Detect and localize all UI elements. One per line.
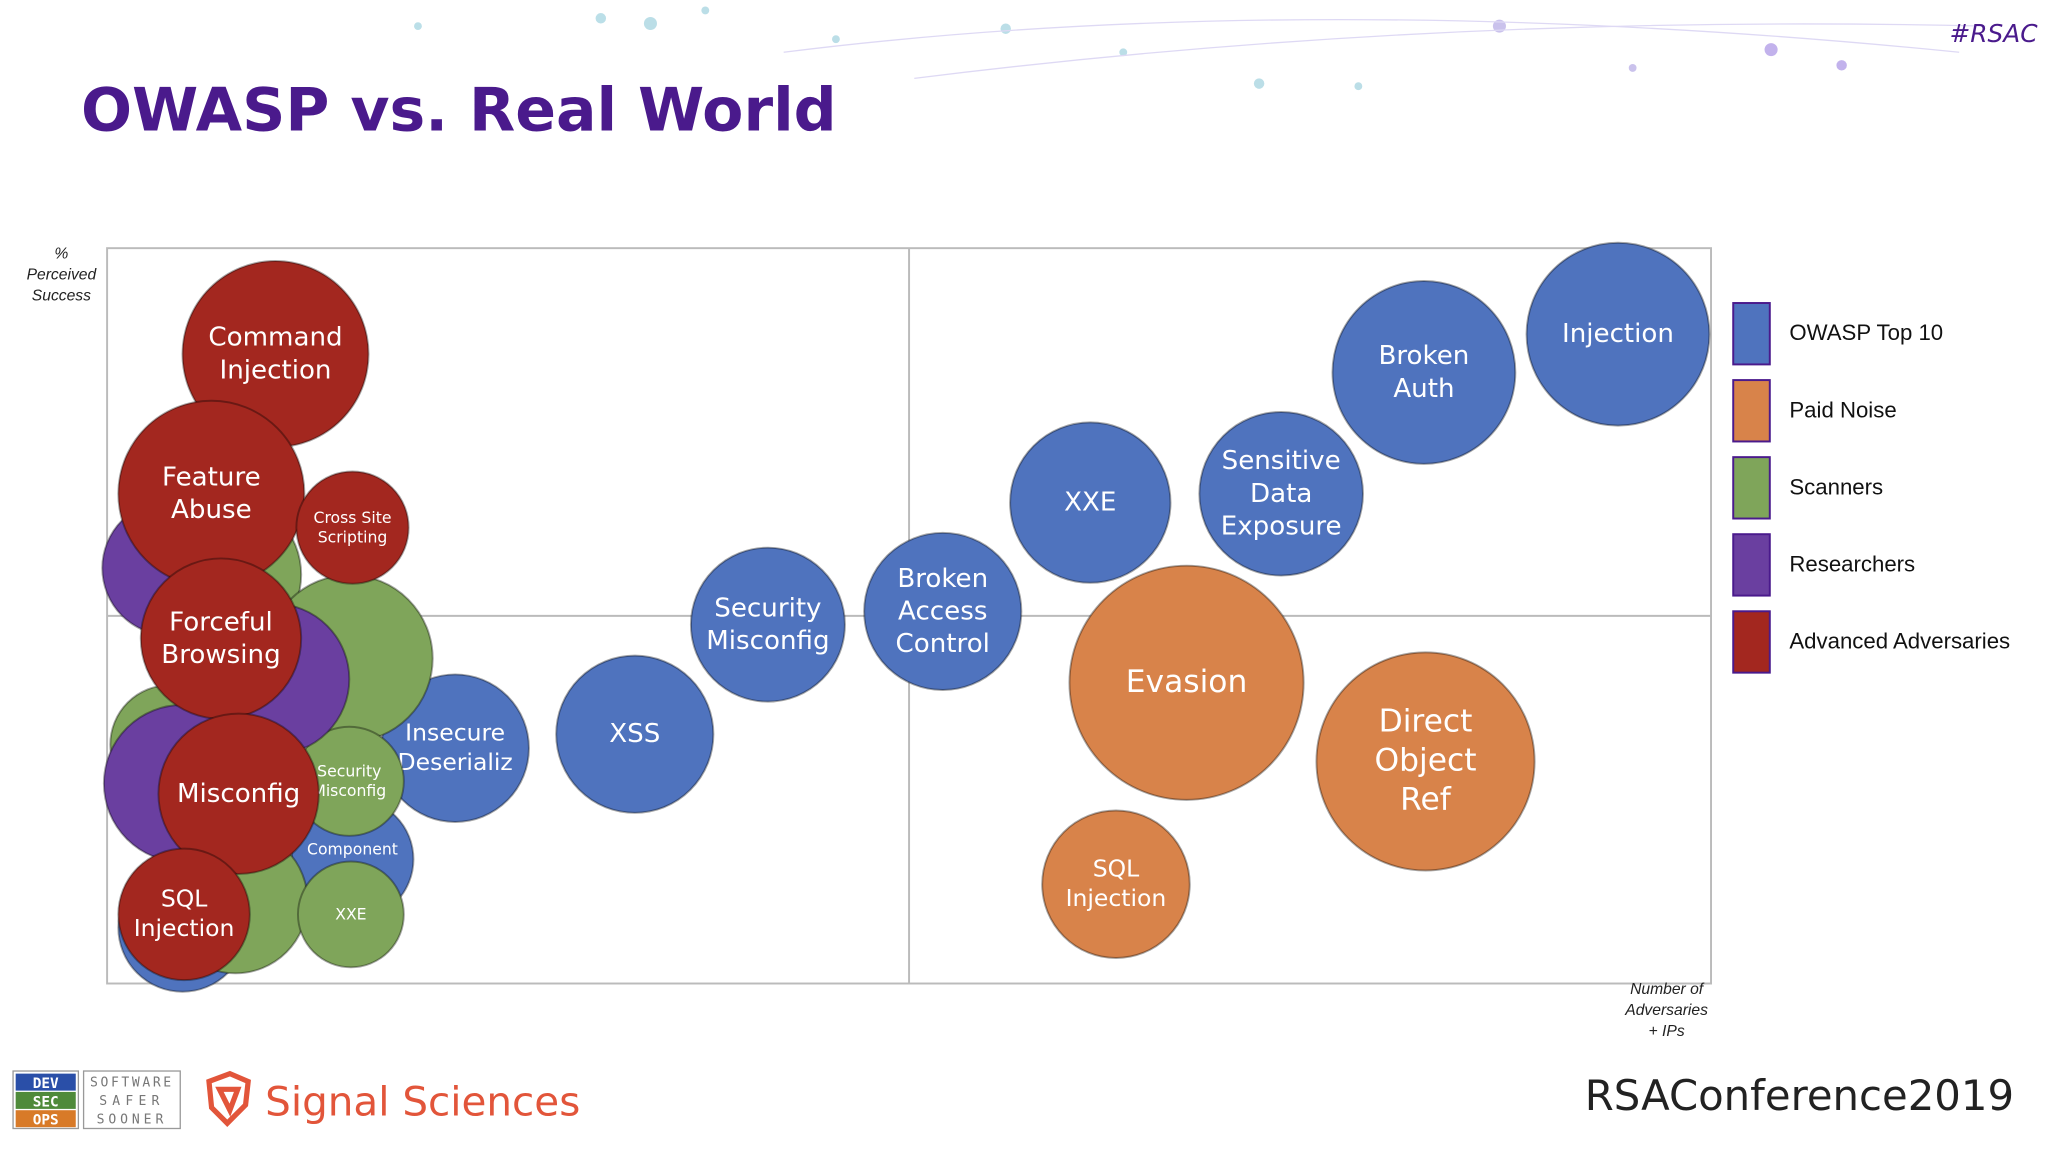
legend-swatch bbox=[1732, 302, 1771, 366]
logo-text: OPS bbox=[33, 1113, 59, 1129]
bubble-label: Broken Access Control bbox=[896, 563, 990, 658]
legend-swatch bbox=[1732, 379, 1771, 443]
legend-label: Advanced Adversaries bbox=[1789, 628, 2010, 653]
logo-text: SOONER bbox=[97, 1112, 168, 1127]
legend-label: Paid Noise bbox=[1789, 397, 1896, 422]
bubble-label: SQL Injection bbox=[134, 884, 235, 941]
bubble bbox=[296, 860, 405, 969]
conference: RSAConference2019 bbox=[1585, 1071, 2014, 1120]
sponsor-icon bbox=[206, 1070, 251, 1127]
series: Injection Broken Auth Sensitive Data Exposure… bbox=[117, 241, 1711, 993]
legend-swatch bbox=[1732, 610, 1771, 674]
logo-text: SOFTWARE bbox=[90, 1076, 174, 1091]
bubble-label: Cross Site Scripting bbox=[314, 507, 392, 546]
legend-swatch bbox=[1732, 533, 1771, 597]
bubble-label: Evasion bbox=[1126, 664, 1248, 700]
legend-label: Researchers bbox=[1789, 551, 1915, 576]
bubble-label: Direct Object Ref bbox=[1375, 703, 1477, 817]
bubble bbox=[1331, 280, 1517, 465]
bubble-label: Forceful Browsing bbox=[161, 607, 280, 670]
logo-text: SAFER bbox=[99, 1094, 164, 1109]
bubble bbox=[863, 531, 1023, 691]
bubble-label: Misconfig bbox=[177, 778, 300, 808]
bubble-label: XSS bbox=[609, 719, 660, 749]
x-axis-label: Number of Adversaries + IPs bbox=[1624, 981, 1708, 1040]
bubble bbox=[1525, 241, 1711, 427]
bubble-label: Security Misconfig bbox=[706, 593, 829, 656]
legend-label: OWASP Top 10 bbox=[1789, 320, 1943, 345]
bubble-label: Broken Auth bbox=[1378, 341, 1469, 404]
series: Evasion Direct Object Ref SQL Injection bbox=[1041, 564, 1536, 959]
sponsor: Signal Sciences bbox=[265, 1077, 580, 1125]
bubble bbox=[1009, 421, 1172, 584]
bubble bbox=[1315, 651, 1536, 872]
bubble-label: Sensitive Data Exposure bbox=[1221, 446, 1342, 541]
legend-label: Scanners bbox=[1789, 474, 1883, 499]
y-axis-label: % Perceived Success bbox=[27, 246, 98, 305]
bubble-label: XXE bbox=[1064, 487, 1116, 517]
bubble-label: Injection bbox=[1562, 319, 1674, 349]
bubble bbox=[1068, 564, 1305, 801]
bubble bbox=[689, 546, 846, 703]
decoration bbox=[414, 6, 1986, 91]
bubble-label: SQL Injection bbox=[1066, 854, 1167, 911]
chart-title: OWASP vs. Real World bbox=[81, 76, 837, 146]
legend-swatch bbox=[1732, 456, 1771, 520]
bubble bbox=[117, 847, 251, 982]
bubble-label: XXE bbox=[335, 904, 366, 923]
bubble-label: Command Injection bbox=[208, 322, 342, 385]
hashtag: #RSAC bbox=[1950, 19, 2039, 48]
bubble bbox=[1198, 410, 1364, 577]
logo-text: DEV bbox=[33, 1076, 59, 1092]
bubble-label: Feature Abuse bbox=[162, 462, 261, 525]
devsecops-logo: DEV SEC OPS SOFTWARE SAFER SOONER bbox=[12, 1070, 181, 1130]
bubble-label: Insecure Deserializ bbox=[398, 718, 513, 775]
bubble-label: Security Misconfig bbox=[312, 761, 386, 800]
bubble bbox=[157, 712, 320, 875]
bubble bbox=[1041, 809, 1191, 959]
series: Command Injection Feature Abuse Cross Site Sc… bbox=[117, 260, 410, 982]
logo-text: SEC bbox=[33, 1094, 59, 1110]
chart: % Perceived Success Number of Adversaries + I… bbox=[27, 241, 2010, 1040]
bubble bbox=[555, 654, 715, 814]
bubble bbox=[295, 470, 410, 585]
